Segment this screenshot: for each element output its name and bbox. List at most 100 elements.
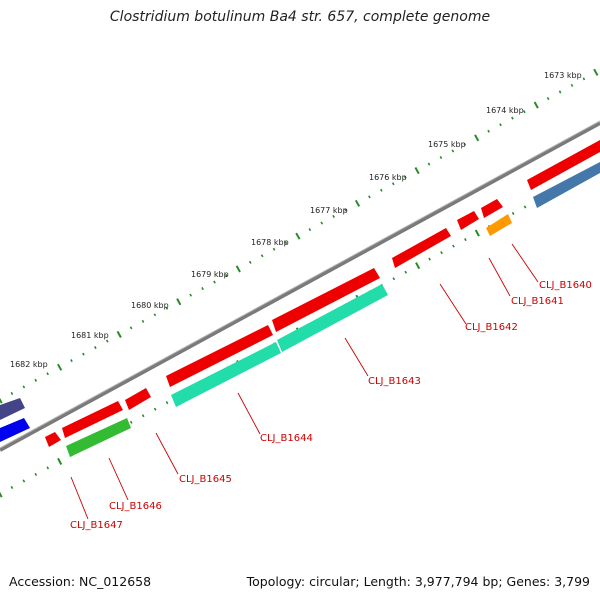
- gene-bar-green[interactable]: [66, 418, 131, 457]
- inner-ruler-tick: [523, 205, 527, 209]
- outer-ruler-tick: [523, 110, 526, 114]
- outer-ruler-tick: [487, 129, 490, 133]
- ruler-label-1675: 1675 kbp: [428, 140, 466, 149]
- inner-ruler-tick: [474, 229, 480, 237]
- outer-ruler-tick: [70, 359, 73, 363]
- ruler-label-1674: 1674 kbp: [486, 106, 524, 115]
- outer-ruler-tick: [225, 273, 228, 277]
- inner-ruler-tick: [452, 244, 455, 248]
- outer-ruler-tick: [235, 265, 241, 273]
- gene-arrow-b1641[interactable]: [481, 199, 503, 218]
- outer-ruler-tick: [94, 346, 97, 350]
- outer-ruler-tick: [272, 247, 276, 251]
- outer-ruler-tick: [546, 97, 550, 101]
- inner-ruler-tick: [57, 457, 63, 465]
- outer-ruler-tick: [34, 378, 38, 382]
- outer-ruler-tick: [354, 199, 361, 207]
- outer-ruler-tick: [368, 195, 371, 199]
- gene-arrow-b1640[interactable]: [527, 140, 600, 190]
- inner-ruler-tick: [165, 401, 169, 405]
- outer-ruler-tick: [582, 77, 586, 81]
- inner-ruler-tick: [153, 407, 157, 411]
- outer-ruler-tick: [0, 397, 3, 404]
- accession-text: Accession: NC_012658: [9, 574, 152, 589]
- outer-ruler-tick: [463, 142, 467, 146]
- outer-ruler-tick: [82, 352, 85, 356]
- reverse-features: [66, 162, 600, 457]
- outer-ruler-tick: [46, 372, 49, 376]
- ruler-label-1676: 1676 kbp: [369, 173, 407, 182]
- inner-ruler-tick: [0, 491, 3, 498]
- outer-ruler-tick: [201, 287, 204, 291]
- outer-ruler-tick: [176, 298, 182, 306]
- gene-bar-teal-b[interactable]: [171, 342, 281, 407]
- ruler-label-1681: 1681 kbp: [71, 331, 109, 340]
- gene-label-b1640: CLJ_B1640: [539, 280, 592, 291]
- inner-ruler-tick: [141, 414, 145, 418]
- inner-ruler-tick: [428, 257, 431, 261]
- outer-ruler-tick: [344, 208, 347, 212]
- inner-ruler-tick: [10, 485, 14, 489]
- outer-ruler-tick: [511, 116, 514, 120]
- inner-ruler-tick: [404, 270, 408, 274]
- outer-ruler-tick: [141, 319, 145, 323]
- gene-label-b1642: CLJ_B1642: [465, 322, 518, 333]
- ruler-label-1680: 1680 kbp: [131, 301, 169, 310]
- outer-ruler-tick: [474, 134, 480, 142]
- outer-ruler-tick: [414, 167, 420, 175]
- map-title: Clostridium botulinum Ba4 str. 657, comp…: [109, 9, 491, 25]
- outer-ruler-tick: [380, 188, 383, 192]
- outer-ruler-tick: [308, 228, 312, 232]
- gene-label-b1644: CLJ_B1644: [260, 433, 313, 444]
- ruler-label-1682: 1682 kbp: [10, 360, 48, 369]
- gene-bar-orange[interactable]: [486, 214, 512, 236]
- topology-text: Topology: circular; Length: 3,977,794 bp…: [246, 574, 590, 589]
- ruler-label-1677: 1677 kbp: [310, 206, 348, 215]
- outer-ruler-tick: [284, 241, 288, 245]
- outer-ruler-tick: [260, 254, 264, 258]
- gene-arrow-b1647[interactable]: [45, 432, 61, 447]
- gene-label-b1643: CLJ_B1643: [368, 376, 421, 387]
- outer-ruler-tick: [451, 149, 455, 153]
- gene-arrow-b1644b[interactable]: [166, 325, 273, 387]
- outer-ruler-tick: [320, 221, 324, 225]
- gene-arrow-b1643[interactable]: [392, 228, 451, 268]
- outer-ruler-tick: [533, 101, 539, 109]
- gene-arrow-blue[interactable]: [0, 418, 30, 442]
- gene-label-b1645: CLJ_B1645: [179, 474, 232, 485]
- outer-ruler-tick: [570, 83, 574, 87]
- inner-ruler-tick: [46, 466, 50, 470]
- ruler-label-1679: 1679 kbp: [191, 270, 229, 279]
- outer-ruler-tick: [499, 123, 502, 127]
- gene-bar-steel[interactable]: [533, 162, 600, 208]
- inner-ruler-tick: [392, 277, 396, 281]
- outer-ruler-tick: [165, 306, 169, 310]
- genome-backbone: [0, 121, 600, 452]
- gene-arrow-b1646[interactable]: [62, 401, 123, 438]
- gene-arrow-b1644a[interactable]: [272, 268, 380, 332]
- genome-backbone-highlight: [0, 120, 600, 449]
- outer-ruler-tick: [427, 162, 431, 166]
- ruler-label-1673: 1673 kbp: [544, 71, 582, 80]
- outer-ruler-tick: [593, 68, 599, 76]
- inner-ruler-tick: [511, 211, 515, 215]
- gene-arrow-b1645[interactable]: [125, 388, 151, 410]
- outer-ruler-tick: [10, 391, 14, 395]
- outer-ruler-tick: [57, 363, 63, 371]
- gene-arrow-slate[interactable]: [0, 398, 25, 420]
- inner-ruler-tick: [22, 479, 26, 483]
- outer-ruler-tick: [116, 330, 122, 338]
- outer-ruler-tick: [439, 156, 443, 159]
- gene-label-b1641: CLJ_B1641: [511, 296, 564, 307]
- inner-ruler-tick: [440, 251, 443, 255]
- gene-label-b1647: CLJ_B1647: [70, 520, 123, 531]
- label-leader-lines: [70, 243, 539, 520]
- inner-ruler-tick: [464, 238, 467, 242]
- inner-ruler-tick: [129, 420, 133, 424]
- outer-ruler-tick: [391, 182, 395, 186]
- gene-bar-teal-a[interactable]: [277, 284, 388, 352]
- outer-ruler-tick: [105, 339, 109, 343]
- outer-ruler-tick: [213, 280, 216, 284]
- gene-arrow-b1642[interactable]: [457, 211, 479, 230]
